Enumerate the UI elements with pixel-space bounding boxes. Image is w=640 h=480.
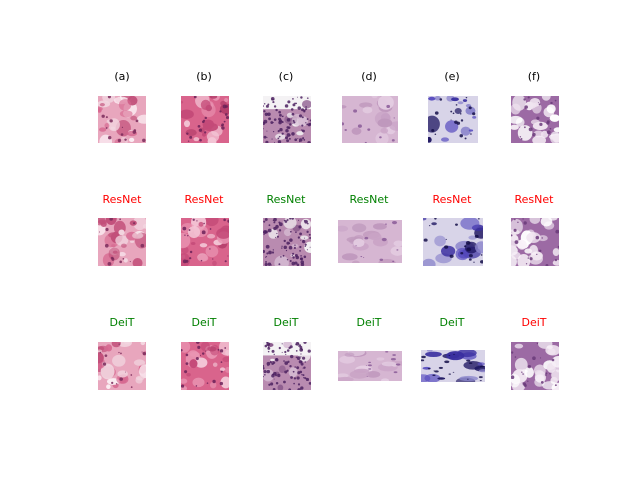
model-label: ResNet xyxy=(432,193,472,206)
model-label: DeiT xyxy=(191,316,217,329)
model-label: ResNet xyxy=(266,193,306,206)
histology-tile-image xyxy=(263,342,311,390)
histology-tile-image xyxy=(423,218,483,266)
histology-tile-image xyxy=(181,218,229,266)
histology-tile-image xyxy=(181,96,229,143)
cell-label: (f) xyxy=(527,70,541,83)
model-label: DeiT xyxy=(521,316,547,329)
model-label: ResNet xyxy=(102,193,142,206)
histology-tile-image xyxy=(181,342,229,390)
histology-tile-image xyxy=(98,342,146,390)
cell-label: (c) xyxy=(278,70,294,83)
histology-tile-image xyxy=(511,96,559,143)
histology-tile-image xyxy=(428,96,478,143)
model-label: DeiT xyxy=(439,316,465,329)
cell-label: (b) xyxy=(196,70,212,83)
histology-tile-image xyxy=(421,350,485,382)
histology-tile-image xyxy=(263,218,311,266)
histology-tile-image xyxy=(98,96,146,143)
histology-tile-image xyxy=(511,218,559,266)
histology-tile-image xyxy=(338,351,402,381)
histology-tile-image xyxy=(98,218,146,266)
model-label: DeiT xyxy=(356,316,382,329)
model-label: DeiT xyxy=(273,316,299,329)
cell-label: (e) xyxy=(444,70,460,83)
cell-label: (a) xyxy=(114,70,130,83)
model-label: ResNet xyxy=(349,193,389,206)
histology-tile-image xyxy=(342,96,398,143)
cell-label: (d) xyxy=(361,70,377,83)
model-label: DeiT xyxy=(109,316,135,329)
histology-tile-image xyxy=(263,96,311,143)
model-label: ResNet xyxy=(184,193,224,206)
histology-tile-image xyxy=(511,342,559,390)
model-label: ResNet xyxy=(514,193,554,206)
histology-tile-image xyxy=(338,220,402,263)
